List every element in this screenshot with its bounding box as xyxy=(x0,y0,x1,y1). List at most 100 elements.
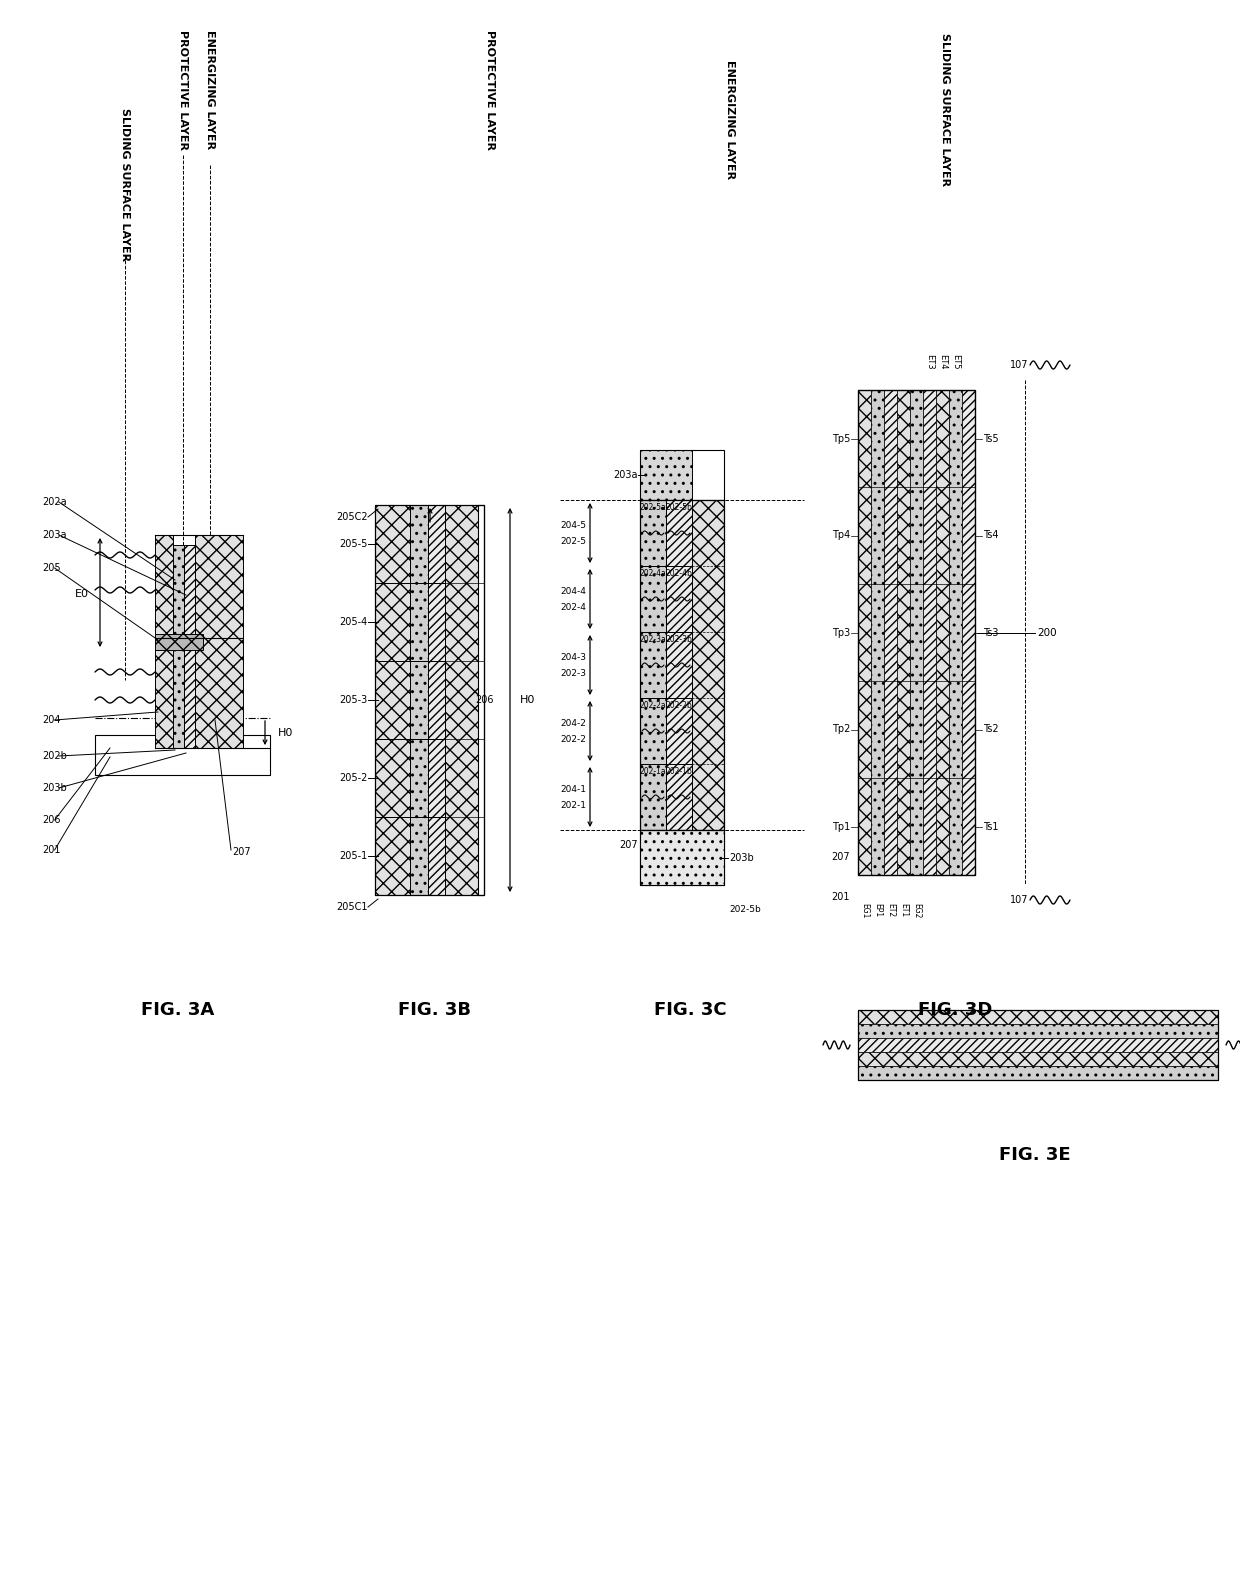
Bar xyxy=(374,506,410,582)
Bar xyxy=(155,535,174,747)
Text: Ts2: Ts2 xyxy=(983,724,998,735)
Bar xyxy=(155,634,203,650)
Text: 202-5b: 202-5b xyxy=(666,504,692,512)
Bar xyxy=(666,567,692,633)
Text: 202-3a: 202-3a xyxy=(640,636,666,645)
Bar xyxy=(666,633,692,699)
Bar xyxy=(640,499,724,831)
Text: 205-3: 205-3 xyxy=(340,696,368,705)
Text: Ts5: Ts5 xyxy=(983,433,998,443)
Bar xyxy=(858,1052,1218,1066)
Text: Tp4: Tp4 xyxy=(832,531,849,540)
Text: 200: 200 xyxy=(1037,628,1056,637)
Text: 207: 207 xyxy=(831,853,849,862)
Text: 202-1b: 202-1b xyxy=(666,768,692,777)
Bar xyxy=(640,451,724,499)
Text: ET5: ET5 xyxy=(951,355,960,371)
Text: 203a: 203a xyxy=(42,531,67,540)
Text: ET4: ET4 xyxy=(937,355,947,371)
Text: Tp3: Tp3 xyxy=(832,628,849,637)
Text: 202-4: 202-4 xyxy=(560,603,587,611)
Text: Ts4: Ts4 xyxy=(983,531,998,540)
Bar xyxy=(374,816,410,895)
Text: 202-3: 202-3 xyxy=(560,669,587,678)
Text: 205C1: 205C1 xyxy=(336,903,368,912)
Text: 202a: 202a xyxy=(42,498,67,507)
Text: 205-5: 205-5 xyxy=(340,539,368,549)
Text: PROTECTIVE LAYER: PROTECTIVE LAYER xyxy=(179,30,188,151)
Bar xyxy=(962,389,975,874)
Text: 201: 201 xyxy=(42,845,61,856)
Bar xyxy=(640,699,666,765)
Text: 204-5: 204-5 xyxy=(560,521,587,529)
Bar xyxy=(870,389,884,874)
Bar xyxy=(666,765,692,831)
Text: FIG. 3A: FIG. 3A xyxy=(141,1002,215,1019)
Bar xyxy=(428,816,445,895)
Text: 205-1: 205-1 xyxy=(340,851,368,860)
Text: 203b: 203b xyxy=(729,853,754,864)
Bar xyxy=(692,499,724,831)
Text: 202-2a: 202-2a xyxy=(640,702,666,711)
Bar xyxy=(640,567,666,633)
Bar xyxy=(640,633,666,699)
Bar xyxy=(428,506,445,582)
Bar xyxy=(410,506,428,582)
Text: 202-4a: 202-4a xyxy=(640,570,666,578)
Text: 206: 206 xyxy=(475,696,494,705)
Text: Ts1: Ts1 xyxy=(983,821,998,832)
Text: 204: 204 xyxy=(42,714,61,725)
Bar xyxy=(910,389,923,874)
Text: E0: E0 xyxy=(74,589,89,600)
Bar xyxy=(195,535,243,747)
Text: 202-1a: 202-1a xyxy=(640,768,666,777)
Text: 201: 201 xyxy=(832,892,849,903)
Text: ET1: ET1 xyxy=(899,903,908,917)
Bar xyxy=(640,831,724,885)
Text: 202-2b: 202-2b xyxy=(666,702,692,711)
Text: Ts3: Ts3 xyxy=(983,628,998,637)
Text: 203a: 203a xyxy=(614,469,639,480)
Text: 202-1: 202-1 xyxy=(560,801,587,810)
Text: ENERGIZING LAYER: ENERGIZING LAYER xyxy=(205,30,215,149)
Bar xyxy=(374,582,410,661)
Text: 107: 107 xyxy=(1011,895,1028,904)
Text: 206: 206 xyxy=(42,815,61,824)
Bar xyxy=(374,506,484,895)
Bar xyxy=(374,739,410,816)
Text: FIG. 3B: FIG. 3B xyxy=(398,1002,471,1019)
Text: FIG. 3E: FIG. 3E xyxy=(999,1146,1071,1163)
Bar xyxy=(858,1010,1218,1080)
Bar xyxy=(477,506,484,895)
Bar xyxy=(428,739,445,816)
Bar xyxy=(174,545,184,637)
Bar xyxy=(858,1066,1218,1080)
Bar xyxy=(858,1010,1218,1024)
Bar xyxy=(949,389,962,874)
Text: EP1: EP1 xyxy=(873,903,882,917)
Bar xyxy=(640,499,666,567)
Text: H0: H0 xyxy=(520,696,536,705)
Bar xyxy=(858,1038,1218,1052)
Text: H0: H0 xyxy=(278,728,294,738)
Text: 204-1: 204-1 xyxy=(560,785,587,793)
Bar xyxy=(174,641,184,747)
Bar xyxy=(184,545,195,637)
Text: ENERGIZING LAYER: ENERGIZING LAYER xyxy=(725,60,735,179)
Bar xyxy=(858,389,870,874)
Text: 202-5a: 202-5a xyxy=(640,504,666,512)
Text: 204-3: 204-3 xyxy=(560,653,587,661)
Text: 204-4: 204-4 xyxy=(560,587,587,595)
Bar xyxy=(428,661,445,739)
Text: 203b: 203b xyxy=(42,783,67,793)
Text: FIG. 3D: FIG. 3D xyxy=(918,1002,992,1019)
Text: 202-3b: 202-3b xyxy=(666,636,692,645)
Text: 202-5b: 202-5b xyxy=(729,906,761,914)
Bar xyxy=(923,389,936,874)
Bar xyxy=(410,816,428,895)
Text: Tp1: Tp1 xyxy=(832,821,849,832)
Text: SLIDING SURFACE LAYER: SLIDING SURFACE LAYER xyxy=(120,108,130,262)
Bar xyxy=(445,506,477,895)
Text: EG1: EG1 xyxy=(861,903,869,918)
Bar xyxy=(640,831,724,885)
